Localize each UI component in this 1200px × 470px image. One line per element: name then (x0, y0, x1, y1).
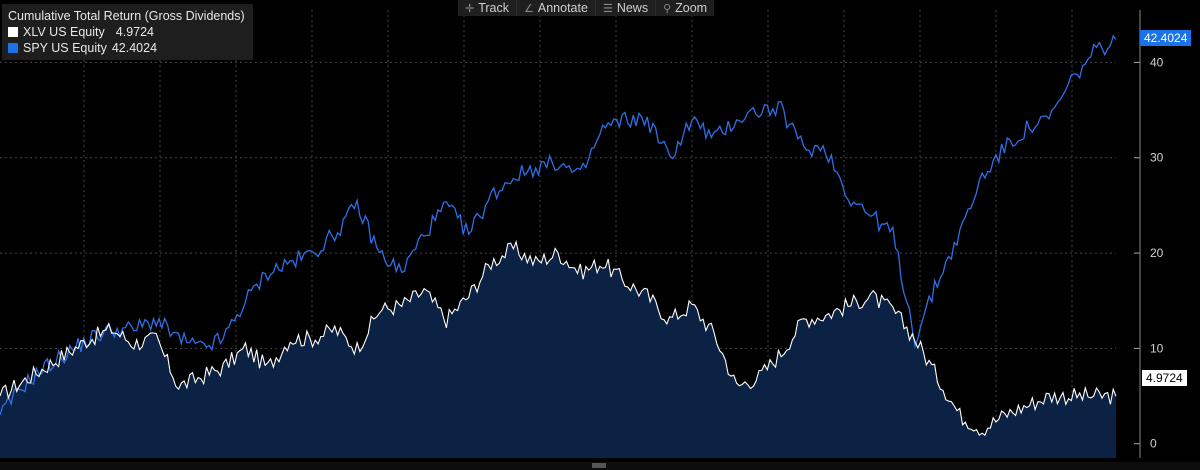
y-tick-label: 10 (1150, 341, 1164, 355)
news-label: News (616, 1, 649, 15)
crosshair-icon: ✛ (465, 2, 475, 15)
spy-point (937, 281, 939, 283)
spy-series-name: SPY US Equity (23, 41, 107, 55)
y-axis: 0 10 20 30 40 (1134, 10, 1164, 458)
annotate-button[interactable]: ∠ Annotate (517, 0, 596, 16)
chart-title: Cumulative Total Return (Gross Dividends… (8, 9, 245, 23)
annotate-label: Annotate (537, 1, 588, 15)
xlv-point (289, 338, 291, 340)
xlv-point (312, 338, 314, 340)
spy-point (780, 109, 782, 111)
news-icon: ☰ (602, 2, 613, 15)
horizontal-scrollbar[interactable] (0, 462, 1200, 470)
spy-point (825, 147, 827, 149)
spy-point (334, 233, 336, 235)
series-layer (0, 34, 1117, 458)
track-button[interactable]: ✛ Track (458, 0, 518, 16)
spy-point (178, 338, 180, 340)
xlv-point (981, 429, 983, 431)
xlv-legend-value: 4.9724 (115, 25, 154, 39)
legend-entry-xlv[interactable]: XLV US Equity 4.9724 (8, 24, 245, 40)
xlv-point (780, 352, 782, 354)
xlv-series-line[interactable] (0, 239, 1117, 437)
chart-toolbar: ✛ Track ∠ Annotate ☰ News ⚲ Zoom (458, 0, 715, 16)
xlv-point (1026, 405, 1028, 407)
track-label: Track (478, 1, 510, 15)
xlv-series-name: XLV US Equity (23, 25, 105, 39)
spy-point (423, 233, 425, 235)
legend: Cumulative Total Return (Gross Dividends… (2, 4, 253, 60)
xlv-swatch (8, 27, 18, 37)
scroll-thumb[interactable] (592, 463, 606, 468)
news-button[interactable]: ☰ News (596, 0, 657, 16)
xlv-point (490, 262, 492, 264)
xlv-point (379, 310, 381, 312)
spy-point (624, 119, 626, 121)
spy-point (557, 162, 559, 164)
y-tick-label: 0 (1150, 437, 1157, 451)
xlv-last-value-tag: 4.9724 (1142, 370, 1187, 386)
xlv-point (200, 376, 202, 378)
spy-swatch (8, 43, 18, 53)
pencil-icon: ∠ (524, 2, 534, 15)
spy-point (758, 109, 760, 111)
spy-point (513, 176, 515, 178)
legend-entry-spy[interactable]: SPY US Equity 42.4024 (8, 40, 245, 56)
zoom-button[interactable]: ⚲ Zoom (656, 0, 714, 16)
spy-point (1026, 128, 1028, 130)
xlv-area-fill (0, 241, 1116, 458)
spy-point (267, 271, 269, 273)
spy-point (580, 176, 582, 178)
spy-point (155, 319, 157, 321)
spy-point (713, 138, 715, 140)
xlv-point (624, 281, 626, 283)
spy-point (847, 195, 849, 197)
spy-point (1093, 52, 1095, 54)
magnifier-icon: ⚲ (663, 2, 672, 15)
y-tick-label: 20 (1150, 246, 1164, 260)
spy-last-value-tag: 42.4024 (1140, 30, 1192, 46)
spy-point (446, 205, 448, 207)
spy-series-line[interactable] (0, 34, 1117, 416)
xlv-point (133, 343, 135, 345)
xlv-point (446, 319, 448, 321)
zoom-label: Zoom (675, 1, 708, 15)
y-tick-label: 40 (1150, 55, 1164, 69)
spy-legend-value: 42.4024 (111, 41, 158, 55)
xlv-point (602, 262, 604, 264)
y-tick-label: 30 (1150, 151, 1164, 165)
